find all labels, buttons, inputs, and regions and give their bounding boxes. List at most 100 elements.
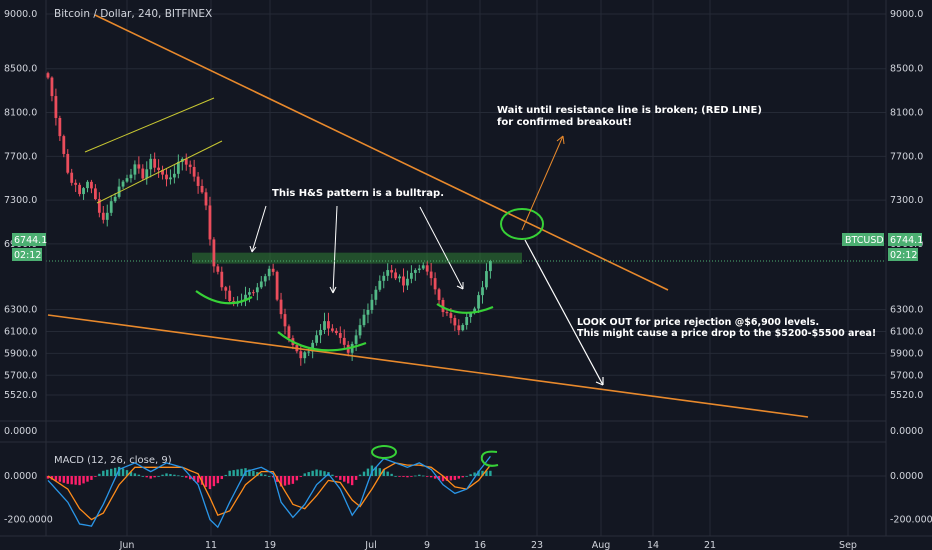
macd-histogram-bar [117,466,121,476]
macd-tick-left--200.0000: -200.0000 [4,515,53,526]
candle-body [441,299,445,313]
candle-body [196,176,200,186]
y-tick-right-6300.0: 6300.0 [890,305,923,316]
price-scale-left[interactable]: 9000.08500.08100.07700.07300.06900.06300… [4,9,53,526]
macd-histogram-bar [382,469,385,476]
y-tick-left-7300.0: 7300.0 [4,195,37,206]
candle-body [78,184,81,195]
macd-histogram-bar [485,470,488,476]
candle-body [398,276,401,279]
macd-histogram-bar [169,474,172,476]
macd-histogram-bar [208,476,212,490]
macd-histogram-bar [445,476,449,481]
candle-body [465,317,469,326]
macd-histogram-bar [54,476,58,481]
macd-histogram-bar [406,476,409,478]
macd-histogram-bar [315,469,318,476]
breakout-arrow-head [556,135,565,145]
time-scale[interactable]: Jun 11 19 Jul 9 16 23 Aug 14 21 Sep [119,540,857,550]
macd-histogram-bar [185,476,188,478]
macd-histogram-bar [473,472,476,476]
candle-body [402,276,405,286]
candle-body [145,169,149,179]
candle-body [90,181,93,189]
macd-histogram-bar [256,472,259,476]
candle-body [255,287,259,293]
macd-histogram-bar [358,474,362,476]
macd-histogram-bar [295,476,299,481]
candle-body [153,158,157,168]
macd-histogram-bar [141,476,144,477]
macd-histogram-bar [418,474,421,476]
countdown-tag-left-bg [12,248,42,261]
candle-body [370,299,374,310]
macd-histogram-bar [90,476,93,480]
candle-body [275,271,279,300]
macd-histogram-bar [232,470,235,476]
macd-histogram-bar [453,476,457,480]
breakout-circle [500,208,544,240]
candle-body [485,271,488,288]
candle-body [425,265,429,272]
candle-body [445,312,449,314]
macd-histogram-bar [283,476,287,486]
candle-body [283,314,287,327]
candle-body [429,271,433,279]
candle-body [362,314,366,326]
countdown-tag-right: 02:12 [890,250,917,261]
y-tick-left-5900.0: 5900.0 [4,348,37,359]
macd-histogram-bar [133,473,137,476]
candle-body [97,199,101,213]
candle-body [121,181,125,187]
candle-body [157,167,160,170]
macd-histogram-bar [279,476,283,487]
macd-histogram-bar [82,476,85,484]
hs-left-shoulder-arc [195,290,253,305]
macd-histogram-bar [390,473,393,476]
candle-body [161,169,164,175]
macd-histogram-bar [378,468,381,476]
candle-body [101,212,105,220]
arrow-right-shoulder-tip [456,282,464,290]
macd-histogram-bar [62,476,65,483]
y-tick-left-5700.0: 5700.0 [4,370,37,381]
price-tag-right-bg [888,233,922,246]
candle-body [70,172,74,183]
x-tick-2: 19 [264,540,276,550]
candle-body [54,96,58,118]
macd-histogram-bar [102,470,105,476]
candle-body [299,351,303,359]
candle-body [386,270,390,276]
candle-body [224,287,228,291]
macd-histogram-bar [153,476,156,478]
candle-body [287,326,291,339]
candle-body [267,268,271,277]
candle-body [141,168,145,179]
drop-arrow-head [595,377,604,386]
candle-body [410,272,413,279]
arrow-right-shoulder [419,206,464,290]
candle-body [437,289,441,300]
macd-histogram-bar [343,476,346,482]
macd-histogram-bar [161,474,164,476]
macd-histogram-bar [74,476,77,485]
macd-histogram-bar [78,476,81,486]
y-tick-left-8500.0: 8500.0 [4,64,37,75]
macd-histogram-bar [335,476,338,478]
candle-body [133,164,137,175]
macd-histogram-bar [212,476,216,487]
candle-body [374,289,378,300]
candle-body [342,337,346,345]
candle-body [358,325,362,336]
macd-histogram-bar [366,468,370,476]
macd-peak-circle-2 [480,450,499,467]
x-tick-8: 14 [647,540,659,550]
x-tick-4: 9 [424,540,430,550]
y-tick-left-5520.0: 5520.0 [4,390,37,401]
candle-body [82,188,85,195]
candle-body [413,270,417,273]
candle-body [105,212,109,220]
macd-histogram-bar [457,476,460,479]
